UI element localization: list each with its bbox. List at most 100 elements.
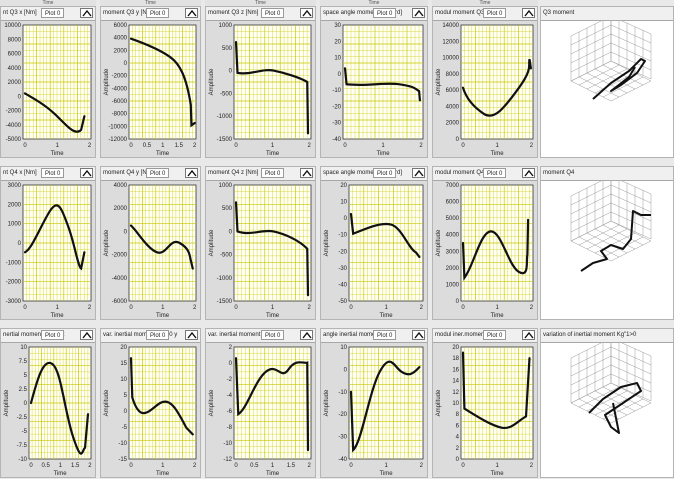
- waveform-graph-ky[interactable]: var. inertial moment Kgi>0 y Plot 0 20 15 10…: [100, 328, 201, 478]
- y-tick-label: 8000: [446, 72, 460, 78]
- y-tick-label: -6: [227, 409, 233, 415]
- x-tick-label: 1: [271, 143, 275, 149]
- scale-toggle-button[interactable]: [185, 168, 198, 178]
- y-tick-label: 0: [229, 229, 233, 235]
- plot-legend-button[interactable]: Plot 0: [41, 168, 65, 178]
- y-tick-label: 3000: [8, 183, 22, 189]
- waveform-graph-q4mod[interactable]: modul moment Q4 [Nm] Plot 0 7000 6000 5000 40…: [432, 166, 538, 320]
- panel-title: nertial moment Kgi>0 x: [3, 332, 65, 338]
- panel-title-bar: modul moment Q3 [Nm] Plot 0: [433, 7, 537, 21]
- y-tick-label: 6000: [446, 200, 460, 206]
- x-axis-label: Time: [53, 471, 67, 477]
- y-tick-label: -8000: [112, 112, 128, 118]
- plot-legend-button[interactable]: Plot 0: [483, 168, 507, 178]
- scale-toggle-button[interactable]: [80, 168, 93, 178]
- y-tick-label: -4: [227, 393, 233, 399]
- scale-toggle-button[interactable]: [522, 8, 535, 18]
- scale-toggle-button[interactable]: [522, 168, 535, 178]
- scale-toggle-button[interactable]: [185, 330, 198, 340]
- chevron-up-icon: [82, 169, 92, 177]
- x-tick-label: 2: [530, 463, 534, 469]
- scale-toggle-button[interactable]: [185, 8, 198, 18]
- waveform-graph-kx[interactable]: nertial moment Kgi>0 x Plot 0 10 7.5 5 2.5 0 -2…: [0, 328, 96, 478]
- waveform-graph-q3ang[interactable]: space angle moment Q3 [grd] Plot 0 30 20 10 0…: [320, 6, 428, 158]
- y-tick-label: -1500: [217, 299, 233, 305]
- y-tick-label: -20: [332, 104, 341, 110]
- y-tick-label: -3000: [6, 299, 22, 305]
- 3d-graph-q3-3d[interactable]: Q3 moment: [540, 6, 674, 158]
- plot-legend-button[interactable]: Plot 0: [373, 330, 397, 340]
- x-tick-label: 0: [23, 143, 27, 149]
- waveform-graph-kang[interactable]: angle inertial moment [grd] Plot 0 10 0 -10-…: [320, 328, 428, 478]
- x-axis-label: Time: [490, 471, 504, 477]
- scale-toggle-button[interactable]: [412, 8, 425, 18]
- panel-title-bar: modul iner.moment Kg1>0 Plot 0: [433, 329, 537, 343]
- waveform-graph-q3mod[interactable]: modul moment Q3 [Nm] Plot 0 14000 12000 1000…: [432, 6, 538, 158]
- waveform-graph-q3y[interactable]: moment Q3 y [Nm] Plot 0 6000 4000 2000 0 -2000…: [100, 6, 201, 158]
- panel-title-bar: nt Q3 x [Nm] Plot 0: [1, 7, 95, 21]
- chevron-up-icon: [82, 331, 92, 339]
- waveform-graph-kz[interactable]: var. inertial moment Kgi>0 z Plot 0 2 0 -2 -4…: [205, 328, 316, 478]
- x-axis-label: Time: [490, 151, 504, 157]
- plot-legend-button[interactable]: Plot 0: [261, 168, 285, 178]
- waveform-graph-q4ang[interactable]: space angle moment Q4 [grd] Plot 0 20 10 0 -1…: [320, 166, 428, 320]
- waveform-graph-q4z[interactable]: moment Q4 z [Nm] Plot 0 1000 500 0 -500 -1000 -…: [205, 166, 316, 320]
- 3d-plot-canvas[interactable]: [541, 21, 674, 158]
- waveform-graph-q3x[interactable]: nt Q3 x [Nm] Plot 0 10000 8000 6000 4000 2000 0…: [0, 6, 96, 158]
- plot-legend-button[interactable]: Plot 0: [483, 330, 507, 340]
- scale-toggle-button[interactable]: [300, 168, 313, 178]
- scale-toggle-button[interactable]: [412, 330, 425, 340]
- waveform-graph-q3z[interactable]: moment Q3 z [Nm] Plot 0 1000 500 0 -500 -1000 -…: [205, 6, 316, 158]
- x-tick-label: 0: [234, 305, 238, 311]
- plot-legend-button[interactable]: Plot 0: [483, 8, 507, 18]
- y-tick-label: 20: [340, 183, 347, 189]
- plot-legend-button[interactable]: Plot 0: [373, 8, 397, 18]
- scale-toggle-button[interactable]: [412, 168, 425, 178]
- scale-toggle-button[interactable]: [300, 8, 313, 18]
- 3d-plot-canvas[interactable]: [541, 181, 674, 320]
- plot-legend-button[interactable]: Plot 0: [41, 330, 65, 340]
- x-tick-label: 2: [193, 305, 197, 311]
- 3d-box-grid: [570, 21, 652, 102]
- 3d-plot-canvas[interactable]: [541, 343, 674, 478]
- y-axis-label: Amplitude: [4, 389, 10, 416]
- plot-legend-button[interactable]: Plot 0: [146, 8, 170, 18]
- scale-toggle-button[interactable]: [80, 330, 93, 340]
- scale-toggle-button[interactable]: [522, 330, 535, 340]
- plot-legend-button[interactable]: Plot 0: [261, 8, 285, 18]
- y-tick-label: 500: [222, 206, 233, 212]
- 3d-graph-q4-3d[interactable]: moment Q4: [540, 166, 674, 320]
- panel-title-bar: moment Q4 y [Nm] Plot 0: [101, 167, 200, 181]
- y-tick-label: 1000: [219, 183, 233, 189]
- y-tick-label: 1000: [219, 23, 233, 29]
- y-tick-label: 0: [124, 229, 128, 235]
- x-tick-label: 1: [161, 143, 165, 149]
- y-tick-label: 3000: [446, 249, 460, 255]
- x-tick-label: 0: [343, 143, 347, 149]
- x-tick-label: 1: [496, 305, 500, 311]
- plot-legend-button[interactable]: Plot 0: [41, 8, 65, 18]
- plot-legend-button[interactable]: Plot 0: [373, 168, 397, 178]
- scale-toggle-button[interactable]: [80, 8, 93, 18]
- y-axis-label: Amplitude: [104, 229, 110, 256]
- x-tick-label: 1: [384, 463, 388, 469]
- y-tick-label: 2000: [8, 202, 22, 208]
- y-tick-label: -5: [122, 425, 128, 431]
- waveform-graph-kmod[interactable]: modul iner.moment Kg1>0 Plot 0 20 18 16 14 12 1…: [432, 328, 538, 478]
- plot-legend-button[interactable]: Plot 0: [261, 330, 285, 340]
- y-tick-label: -2.5: [17, 415, 28, 421]
- 3d-graph-k-3d[interactable]: variation of inertial moment Kg"1>0: [540, 328, 674, 478]
- scale-toggle-button[interactable]: [300, 330, 313, 340]
- x-tick-label: 1: [271, 463, 275, 469]
- plot-legend-button[interactable]: Plot 0: [146, 330, 170, 340]
- x-tick-label: 0: [234, 463, 238, 469]
- panel-title: Q3 moment: [543, 10, 575, 16]
- plot-legend-button[interactable]: Plot 0: [146, 168, 170, 178]
- waveform-graph-q4x[interactable]: nt Q4 x [Nm] Plot 0 3000 2000 1000 0 -1000 -200…: [0, 166, 96, 320]
- panel-title-bar: Q3 moment: [541, 7, 673, 21]
- y-tick-label: 6000: [8, 52, 22, 58]
- waveform-graph-q4y[interactable]: moment Q4 y [Nm] Plot 0 4000 2000 0 -2000 -400…: [100, 166, 201, 320]
- x-tick-label: 2: [88, 305, 92, 311]
- y-tick-label: 10000: [4, 23, 21, 29]
